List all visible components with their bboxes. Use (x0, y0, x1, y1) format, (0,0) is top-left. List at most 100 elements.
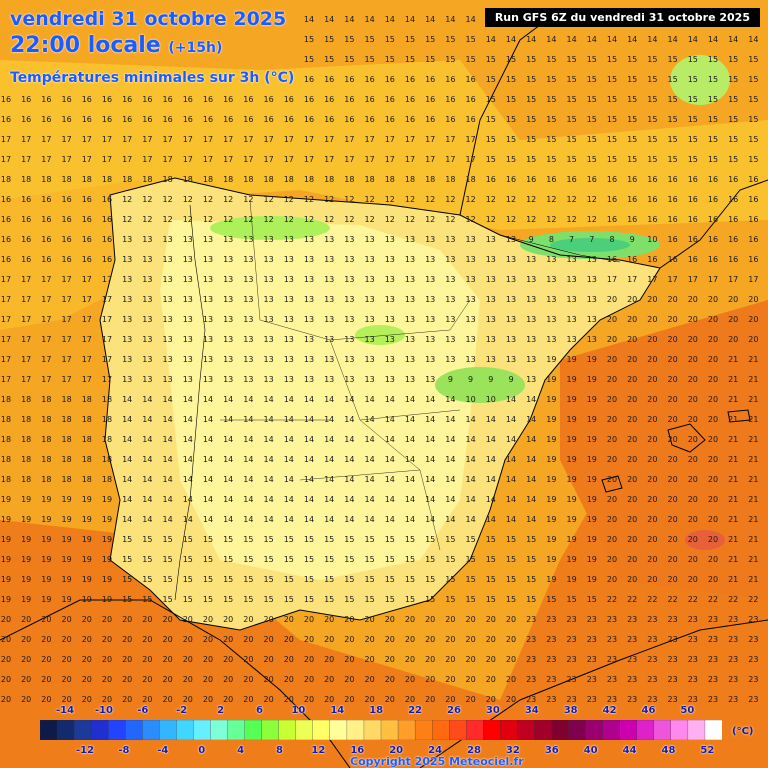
grid-value: 15 (324, 555, 334, 564)
grid-value: 19 (1, 535, 11, 544)
grid-value: 20 (324, 635, 334, 644)
grid-value: 20 (163, 615, 173, 624)
grid-value: 17 (728, 275, 738, 284)
grid-value: 23 (647, 655, 657, 664)
grid-value: 23 (748, 615, 758, 624)
grid-value: 17 (82, 135, 92, 144)
grid-value: 17 (1, 315, 11, 324)
grid-value: 15 (324, 595, 334, 604)
grid-value: 23 (728, 615, 738, 624)
grid-value: 20 (1, 695, 11, 704)
grid-value: 17 (1, 155, 11, 164)
grid-value: 20 (385, 675, 395, 684)
grid-value: 21 (748, 415, 758, 424)
grid-value: 20 (627, 555, 637, 564)
grid-value: 16 (102, 195, 112, 204)
grid-value: 15 (748, 135, 758, 144)
legend-swatch (159, 720, 178, 740)
grid-value: 13 (264, 355, 274, 364)
grid-value: 13 (365, 295, 375, 304)
grid-value: 15 (243, 595, 253, 604)
grid-value: 17 (102, 295, 112, 304)
grid-value: 14 (183, 515, 193, 524)
balearic-mallorca (667, 423, 706, 453)
grid-value: 14 (284, 435, 294, 444)
grid-value: 21 (728, 415, 738, 424)
grid-value: 13 (344, 295, 354, 304)
legend-swatch (500, 720, 519, 740)
grid-value: 20 (163, 675, 173, 684)
grid-value: 8 (609, 235, 614, 244)
legend-swatch (312, 720, 331, 740)
grid-value: 14 (324, 455, 334, 464)
grid-value: 15 (627, 95, 637, 104)
grid-value: 19 (546, 455, 556, 464)
grid-value: 15 (567, 155, 577, 164)
grid-value: 16 (1, 215, 11, 224)
grid-value: 12 (203, 195, 213, 204)
grid-value: 20 (627, 455, 637, 464)
grid-value: 13 (243, 335, 253, 344)
grid-value: 23 (627, 635, 637, 644)
grid-value: 14 (587, 35, 597, 44)
legend-swatch (670, 720, 689, 740)
grid-value: 10 (647, 235, 657, 244)
grid-value: 16 (41, 195, 51, 204)
grid-value: 16 (304, 75, 314, 84)
legend-tick-label: 46 (641, 705, 656, 716)
grid-value: 16 (405, 115, 415, 124)
grid-value: 16 (21, 255, 31, 264)
grid-value: 15 (567, 55, 577, 64)
grid-value: 20 (688, 415, 698, 424)
grid-value: 16 (405, 95, 415, 104)
grid-value: 19 (587, 535, 597, 544)
legend-swatch (380, 720, 399, 740)
grid-value: 13 (304, 255, 314, 264)
grid-value: 16 (82, 235, 92, 244)
grid-value: 14 (142, 475, 152, 484)
grid-value: 13 (324, 275, 334, 284)
grid-value: 19 (62, 555, 72, 564)
grid-value: 14 (688, 35, 698, 44)
grid-value: 17 (445, 135, 455, 144)
grid-value: 13 (243, 255, 253, 264)
grid-value: 14 (385, 435, 395, 444)
grid-value: 20 (668, 535, 678, 544)
grid-value: 20 (163, 695, 173, 704)
grid-value: 18 (41, 455, 51, 464)
grid-value: 13 (122, 235, 132, 244)
grid-value: 13 (425, 235, 435, 244)
grid-value: 18 (1, 175, 11, 184)
region-borders (220, 199, 471, 551)
grid-value: 17 (21, 315, 31, 324)
grid-value: 13 (163, 335, 173, 344)
grid-value: 13 (546, 335, 556, 344)
grid-value: 17 (163, 155, 173, 164)
grid-value: 16 (466, 115, 476, 124)
grid-value: 20 (304, 695, 314, 704)
grid-value: 20 (304, 615, 314, 624)
grid-value: 17 (1, 275, 11, 284)
grid-value: 14 (385, 495, 395, 504)
grid-value: 13 (122, 315, 132, 324)
grid-value: 21 (728, 395, 738, 404)
grid-value: 14 (466, 455, 476, 464)
grid-value: 13 (304, 355, 314, 364)
grid-value: 18 (203, 175, 213, 184)
grid-value: 19 (102, 555, 112, 564)
grid-value: 20 (688, 575, 698, 584)
grid-value: 14 (304, 495, 314, 504)
grid-value: 14 (304, 15, 314, 24)
grid-value: 20 (466, 615, 476, 624)
grid-value: 17 (41, 275, 51, 284)
grid-value: 13 (344, 335, 354, 344)
grid-value: 23 (567, 615, 577, 624)
grid-value: 14 (486, 475, 496, 484)
grid-value: 15 (466, 55, 476, 64)
grid-value: 16 (41, 255, 51, 264)
legend-swatch (687, 720, 706, 740)
grid-value: 15 (203, 535, 213, 544)
grid-value: 17 (1, 375, 11, 384)
grid-value: 14 (486, 455, 496, 464)
grid-value: 14 (486, 415, 496, 424)
